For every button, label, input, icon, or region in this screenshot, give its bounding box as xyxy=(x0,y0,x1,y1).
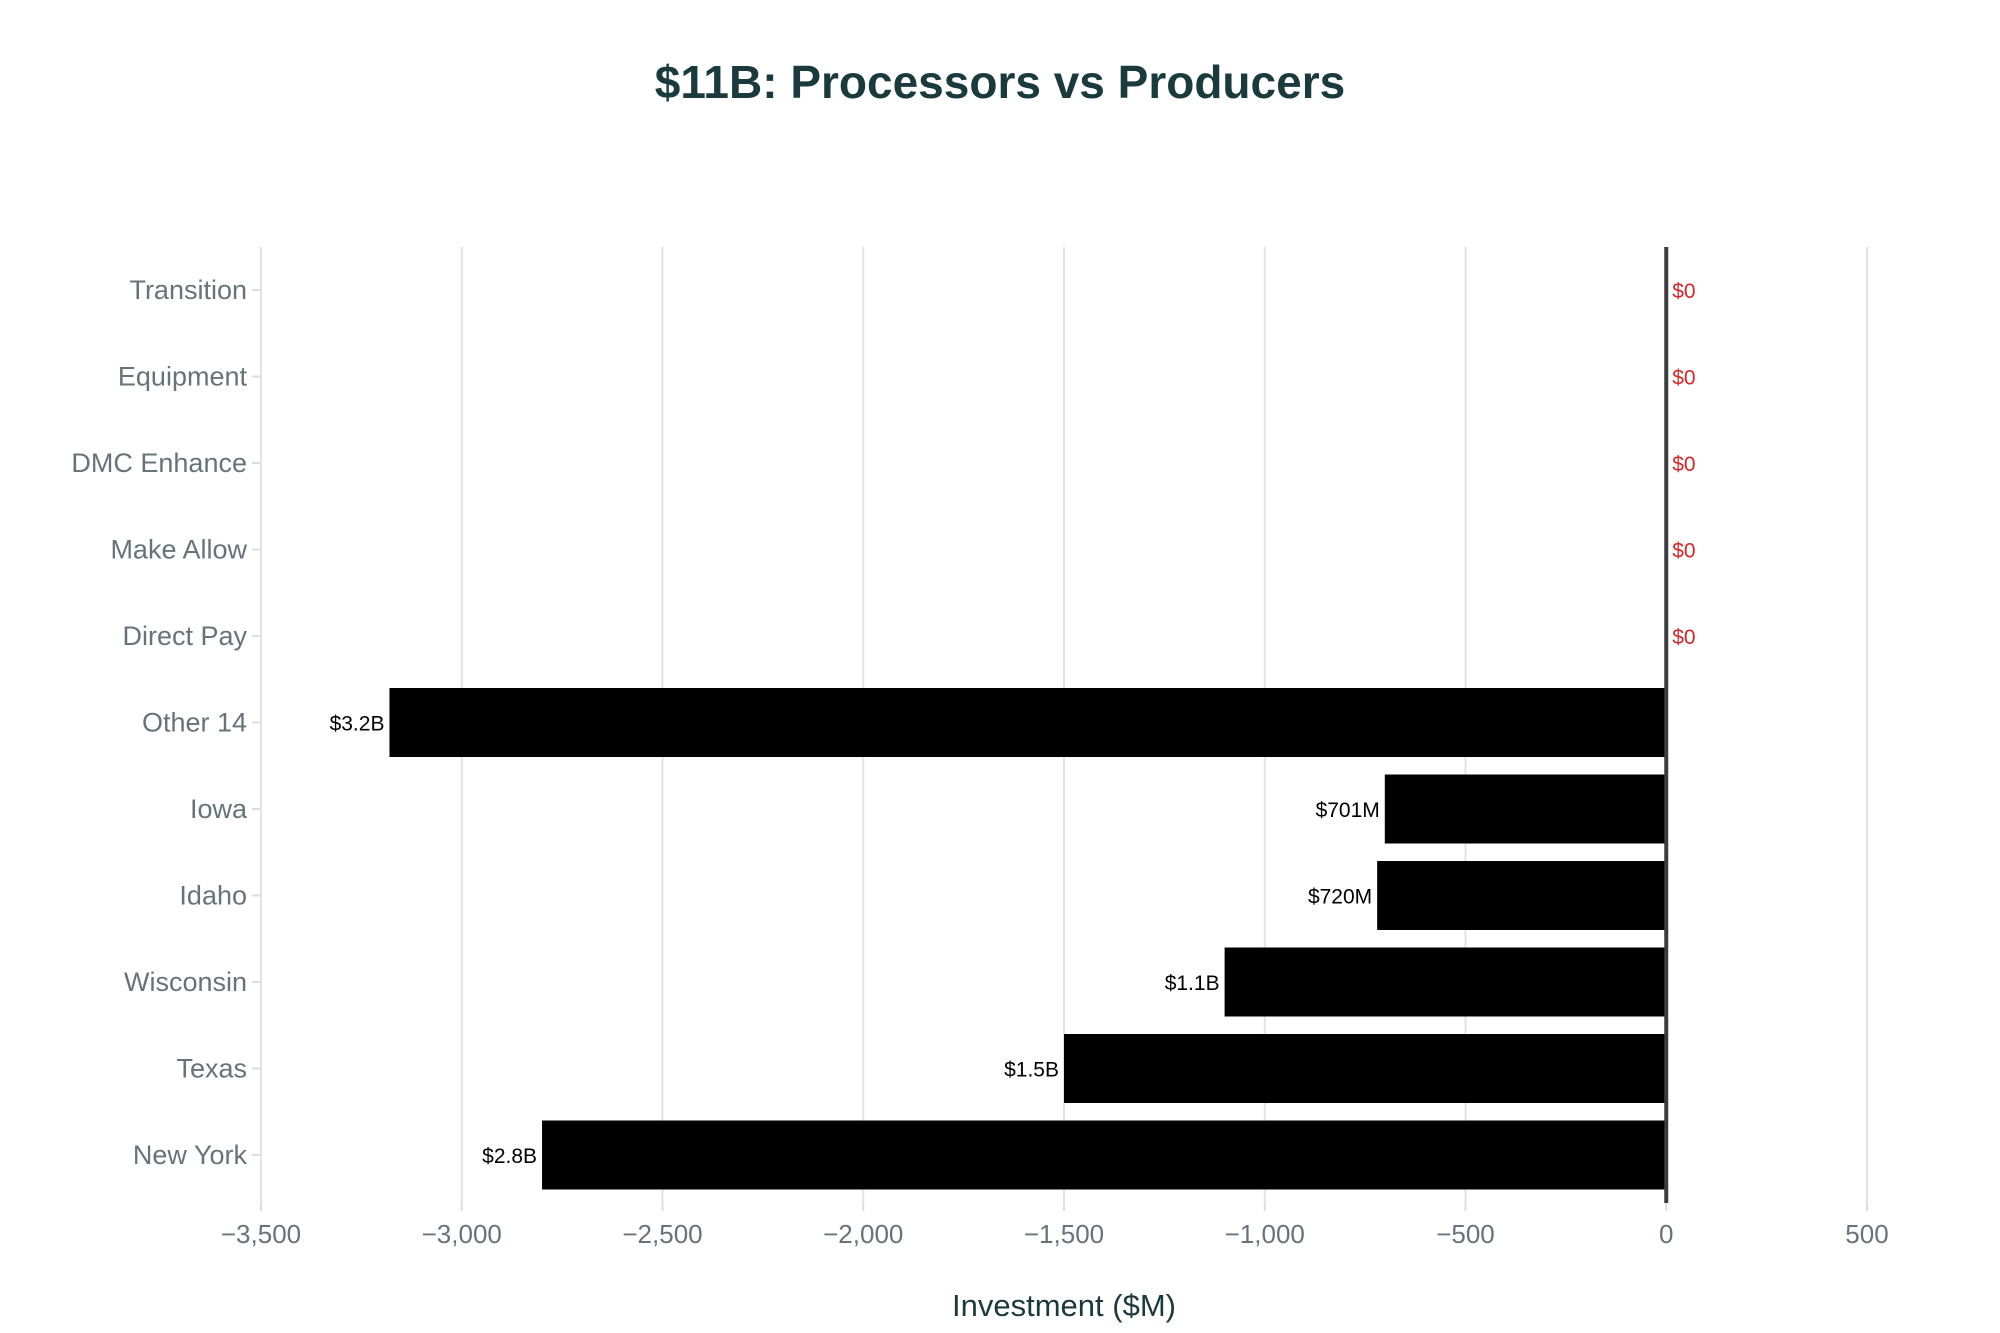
bar xyxy=(1384,774,1667,844)
category-label: Equipment xyxy=(118,362,248,392)
x-tick-label: −500 xyxy=(1436,1219,1495,1249)
bar xyxy=(1224,947,1667,1017)
category-labels: Transition Equipment DMC Enhance Make Allow… xyxy=(71,275,260,1170)
data-label: $720M xyxy=(1308,886,1372,909)
x-tick-label: −1,500 xyxy=(1024,1219,1104,1249)
bars: $0 $0 $0 $0 $0 $3.2B $701M $720M $1.1B $1.5B $2.8B xyxy=(330,247,1696,1203)
x-tick-labels: −3,500 −3,000 −2,500 −2,000 −1,500 −1,000 −500… xyxy=(221,1219,1889,1249)
category-label: Make Allow xyxy=(110,535,247,565)
category-label: DMC Enhance xyxy=(71,448,247,478)
x-tick-label: −3,000 xyxy=(422,1219,502,1249)
data-label: $3.2B xyxy=(330,713,385,736)
category-label: New York xyxy=(133,1140,248,1170)
category-label: Transition xyxy=(129,275,247,305)
x-tick-label: 0 xyxy=(1659,1219,1673,1249)
data-label: $2.8B xyxy=(482,1145,537,1168)
data-label: $0 xyxy=(1672,626,1695,649)
x-axis-title: Investment ($M) xyxy=(952,1288,1176,1323)
bar xyxy=(389,688,1667,757)
data-label: $0 xyxy=(1672,280,1695,303)
x-tick-label: −2,000 xyxy=(823,1219,903,1249)
data-label: $0 xyxy=(1672,540,1695,563)
x-tick-label: −3,500 xyxy=(221,1219,301,1249)
category-label: Texas xyxy=(176,1054,247,1084)
data-label: $701M xyxy=(1316,799,1380,822)
category-label: Idaho xyxy=(179,881,247,911)
category-label: Direct Pay xyxy=(122,621,247,651)
data-label: $0 xyxy=(1672,453,1695,476)
x-tick-label: −1,000 xyxy=(1225,1219,1305,1249)
data-label: $1.1B xyxy=(1165,972,1220,995)
bar xyxy=(542,1120,1667,1190)
category-label: Wisconsin xyxy=(124,967,247,997)
data-label: $1.5B xyxy=(1004,1059,1059,1082)
category-label: Other 14 xyxy=(142,708,247,738)
data-label: $0 xyxy=(1672,367,1695,390)
chart-title: $11B: Processors vs Producers xyxy=(655,56,1345,108)
x-tick-label: −2,500 xyxy=(622,1219,702,1249)
bar xyxy=(1064,1034,1667,1103)
x-tick-label: 500 xyxy=(1845,1219,1888,1249)
bar xyxy=(1377,861,1667,930)
category-label: Iowa xyxy=(190,794,248,824)
